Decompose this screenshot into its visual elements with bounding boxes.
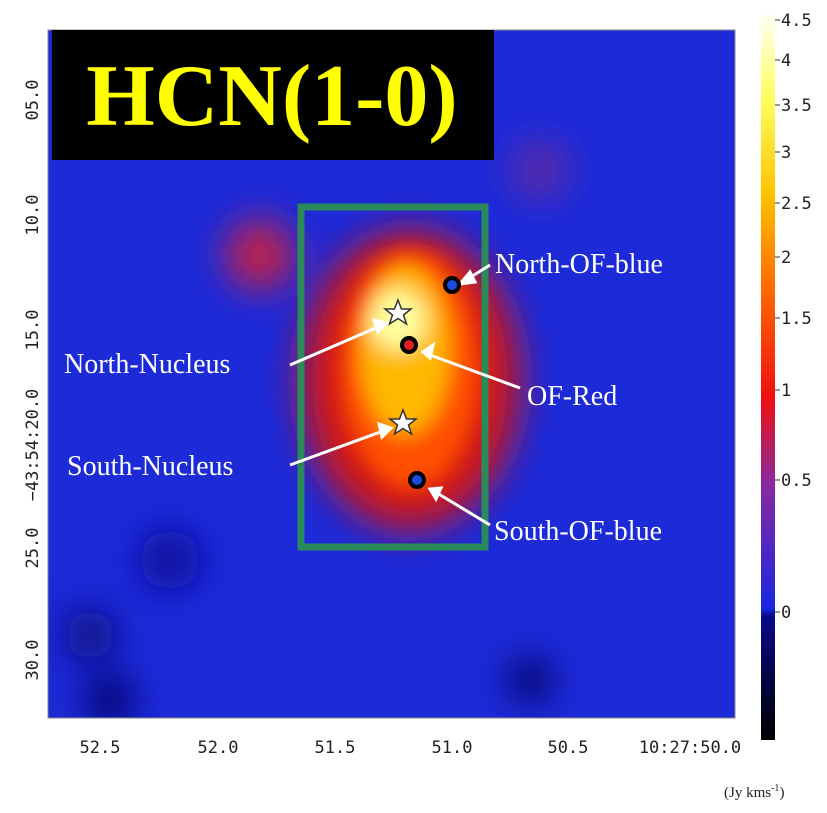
of-red-dot [402,338,416,352]
y-tick-label: 05.0 [23,80,43,121]
y-tick-label: −43:54:20.0 [23,389,43,502]
colorbar-tick-label: 4.5 [781,11,812,31]
colorbar-tick-label: 0 [781,603,791,623]
label: North-OF-blue [495,249,663,280]
colorbar-tick-label: 0.5 [781,471,812,491]
x-tick-label: 50.5 [548,738,589,758]
colorbar-tick-label: 3 [781,143,791,163]
colorbar-tick-label: 4 [781,51,791,71]
y-tick-label: 25.0 [23,528,43,569]
label: South-Nucleus [67,451,233,482]
x-tick-label: 10:27:50.0 [639,738,741,758]
colorbar-tick-label: 1.5 [781,309,812,329]
label: North-Nucleus [64,349,230,380]
colorbar-tick-label: 2.5 [781,194,812,214]
north-of-blue-dot [445,278,459,292]
x-tick-label: 52.5 [80,738,121,758]
x-tick-label: 51.5 [315,738,356,758]
x-tick-label: 52.0 [198,738,239,758]
colorbar-tick-label: 2 [781,248,791,268]
y-tick-label: 15.0 [23,310,43,351]
colorbar [761,10,775,740]
colorbar-tick-label: 1 [781,381,791,401]
x-tick-label: 51.0 [432,738,473,758]
colorbar-unit: (Jy kms-1) [724,783,784,801]
y-tick-label: 30.0 [23,640,43,681]
south-of-blue-dot [410,473,424,487]
figure: HCN(1-0) North-OF-blue North-Nucleus OF-… [0,0,827,813]
y-tick-label: 10.0 [23,195,43,236]
colorbar-tick-label: 3.5 [781,96,812,116]
title: HCN(1-0) [86,48,457,145]
label: OF-Red [527,381,617,412]
label: South-OF-blue [494,516,662,547]
